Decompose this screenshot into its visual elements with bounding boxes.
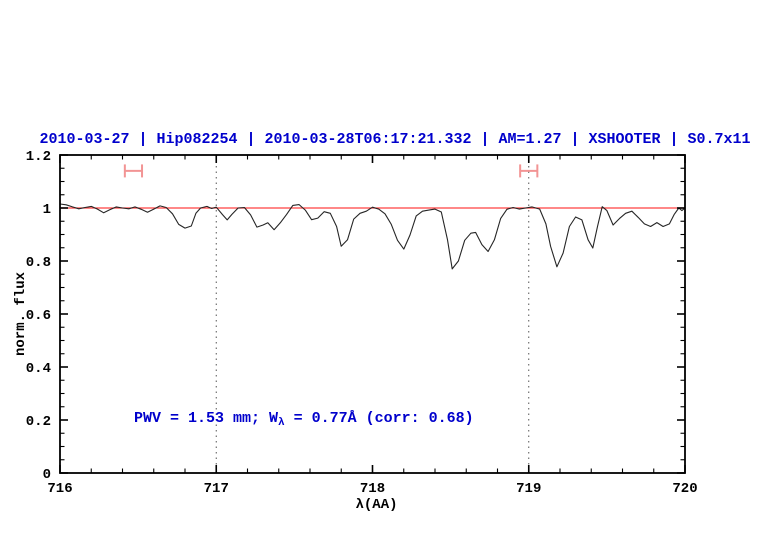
x-tick-label: 720 bbox=[672, 481, 697, 497]
reference-lines-layer bbox=[60, 155, 685, 473]
x-tick-label: 718 bbox=[360, 481, 385, 497]
plot-title: 2010-03-27 | Hip082254 | 2010-03-28T06:1… bbox=[39, 131, 751, 148]
pwv-annotation-prefix: PWV = 1.53 mm; W bbox=[134, 410, 279, 427]
pwv-annotation: PWV = 1.53 mm; Wλ = 0.77Å (corr: 0.68) bbox=[134, 410, 474, 429]
x-tick-label: 719 bbox=[516, 481, 541, 497]
x-tick-label: 717 bbox=[204, 481, 229, 497]
pwv-annotation-suffix: = 0.77Å (corr: 0.68) bbox=[284, 410, 474, 427]
y-tick-label: 0.6 bbox=[26, 308, 51, 324]
pwv-band-marker bbox=[123, 164, 144, 178]
y-tick-label: 1.2 bbox=[26, 149, 51, 165]
y-tick-label: 0.8 bbox=[26, 255, 51, 271]
y-tick-label: 0.2 bbox=[26, 414, 51, 430]
spectrum-layer bbox=[59, 203, 686, 270]
y-tick-label: 0.4 bbox=[26, 361, 51, 377]
lambda-subscript: λ bbox=[278, 417, 285, 429]
y-axis-label: norm. flux bbox=[13, 271, 29, 356]
x-axis-label: λ(AA) bbox=[355, 497, 397, 513]
y-tick-label: 1 bbox=[43, 202, 51, 218]
x-tick-label: 716 bbox=[47, 481, 72, 497]
spectrum-line bbox=[59, 203, 686, 270]
axes-layer: 716 717 718 719 720 0 0.2 0.4 0.6 0.8 1 1.2 bbox=[26, 149, 698, 497]
pwv-band-marker bbox=[519, 164, 539, 178]
y-tick-label: 0 bbox=[43, 467, 51, 483]
